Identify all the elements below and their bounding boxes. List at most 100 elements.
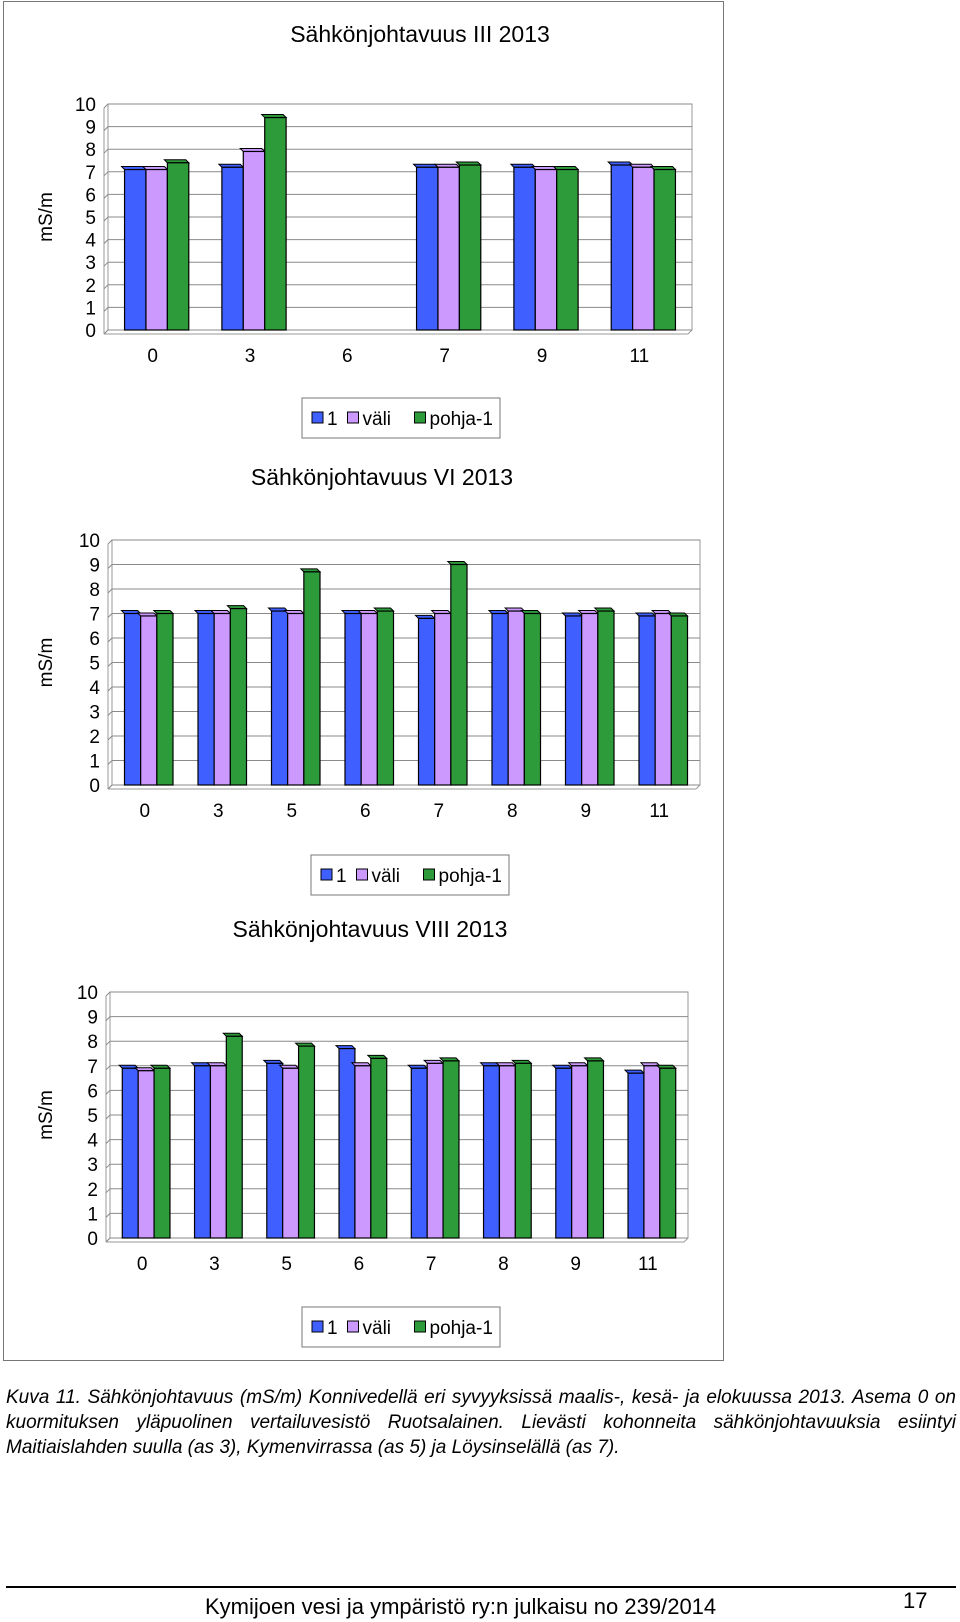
bar-väli-0 — [137, 1070, 155, 1239]
bar-pohja-1-0 — [153, 1067, 171, 1239]
bar-1-11 — [638, 615, 656, 786]
chart-title: Sähkönjohtavuus VI 2013 — [251, 464, 513, 490]
bar-1-11 — [610, 164, 634, 331]
bar-1-0 — [121, 1067, 139, 1239]
legend-swatch — [423, 868, 435, 881]
y-tick-label: 10 — [75, 95, 96, 116]
gridline-side — [107, 539, 113, 545]
y-tick-label: 0 — [85, 321, 96, 342]
legend-label: väli — [363, 1318, 392, 1339]
legend-label: 1 — [336, 866, 347, 887]
y-tick-label: 2 — [87, 1180, 98, 1201]
bar-väli-7 — [434, 612, 452, 786]
legend-box — [301, 397, 501, 439]
y-tick-label: 3 — [87, 1155, 98, 1176]
x-tick-label: 9 — [580, 801, 591, 822]
bar-1-6 — [344, 612, 362, 786]
gridline-side — [103, 103, 109, 109]
gridline-side — [105, 1163, 111, 1169]
bar-väli-6 — [354, 1065, 372, 1239]
bar-1-8 — [482, 1065, 501, 1239]
gridline-side — [105, 1213, 111, 1218]
gridline-side — [105, 1188, 111, 1194]
chart-title: Sähkönjohtavuus III 2013 — [290, 21, 550, 47]
legend-swatch — [311, 411, 324, 424]
x-tick-label: 7 — [433, 801, 444, 822]
gridline-side — [103, 261, 109, 267]
bar-väli-8 — [507, 610, 525, 786]
y-tick-label: 4 — [87, 1131, 98, 1152]
bar-1-7 — [410, 1067, 428, 1239]
bar-pohja-1-3 — [225, 1035, 243, 1239]
legend-label: 1 — [327, 1318, 338, 1339]
gridline-side — [105, 1090, 111, 1095]
gridline-side — [103, 171, 109, 177]
legend-swatch — [347, 411, 359, 424]
gridline-side — [103, 126, 109, 131]
x-tick-label: 8 — [498, 1254, 509, 1275]
bar-1-11 — [627, 1072, 645, 1239]
chart-3: Sähkönjohtavuus VIII 2013012345678910mS/… — [36, 916, 689, 1348]
x-tick-label: 6 — [342, 346, 353, 367]
bar-väli-11 — [643, 1065, 661, 1239]
figure-caption: Kuva 11. Sähkönjohtavuus (mS/m) Konnived… — [6, 1387, 956, 1458]
footer-publication: Kymijoen vesi ja ympäristö ry:n julkaisu… — [205, 1594, 717, 1619]
x-tick-label: 6 — [360, 801, 371, 822]
gridline-side — [107, 760, 113, 765]
bar-1-9 — [564, 615, 583, 786]
bar-1-5 — [270, 610, 289, 786]
legend-box — [301, 1306, 501, 1348]
plot-corner-edge — [683, 1237, 689, 1243]
bar-väli-5 — [287, 612, 305, 786]
y-tick-label: 7 — [87, 1057, 98, 1078]
bar-väli-3 — [242, 150, 266, 331]
legend-label: 1 — [327, 409, 338, 430]
bar-väli-9 — [581, 612, 599, 786]
y-tick-label: 8 — [89, 580, 100, 601]
gridline-side — [107, 588, 113, 594]
gridline-side — [105, 1237, 111, 1243]
y-tick-label: 8 — [87, 1032, 98, 1053]
bar-pohja-1-9 — [586, 1060, 605, 1239]
bar-väli-7 — [437, 166, 460, 331]
bar-pohja-1-5 — [303, 571, 321, 786]
gridline-side — [103, 148, 109, 154]
x-tick-label: 11 — [638, 1254, 658, 1275]
bar-pohja-1-7 — [458, 164, 482, 331]
legend-box — [310, 854, 510, 896]
y-tick-label: 0 — [89, 776, 100, 797]
bar-pohja-1-6 — [370, 1057, 388, 1239]
x-tick-label: 7 — [426, 1254, 437, 1275]
x-tick-label: 8 — [507, 801, 518, 822]
bar-väli-0 — [145, 168, 168, 331]
x-tick-label: 0 — [147, 346, 158, 367]
bar-väli-6 — [360, 612, 378, 786]
gridline-side — [107, 784, 113, 790]
x-tick-label: 3 — [209, 1254, 220, 1275]
figure-frame — [3, 1, 724, 1361]
gridline-side — [103, 307, 109, 312]
bar-väli-0 — [140, 615, 158, 786]
legend-swatch — [414, 1320, 426, 1333]
x-tick-label: 5 — [286, 801, 297, 822]
bar-1-3 — [221, 166, 244, 331]
gridline-side — [105, 1040, 111, 1046]
bar-väli-3 — [209, 1065, 227, 1239]
bar-pohja-1-8 — [523, 612, 542, 786]
bar-1-3 — [197, 612, 215, 786]
chart-2: Sähkönjohtavuus VI 2013 0 1 2 3 4 5 6 7 8 9 10 mS/m 0… — [36, 464, 701, 896]
y-tick-label: 5 — [85, 208, 96, 229]
x-tick-label: 9 — [570, 1254, 581, 1275]
bar-pohja-1-7 — [450, 563, 468, 786]
bar-väli-7 — [426, 1062, 444, 1239]
x-tick-label: 7 — [439, 346, 450, 367]
bar-pohja-1-8 — [514, 1062, 532, 1239]
gridline-side — [107, 662, 113, 667]
gridline-side — [105, 1016, 111, 1021]
legend-label: pohja-1 — [430, 409, 493, 430]
bar-väli-9 — [571, 1065, 589, 1239]
x-tick-label: 11 — [629, 346, 649, 367]
charts-canvas: Sähkönjohtavuus III 2013012345678910mS/m… — [36, 21, 701, 1348]
gridline-side — [107, 564, 113, 569]
y-tick-label: 10 — [77, 983, 98, 1004]
